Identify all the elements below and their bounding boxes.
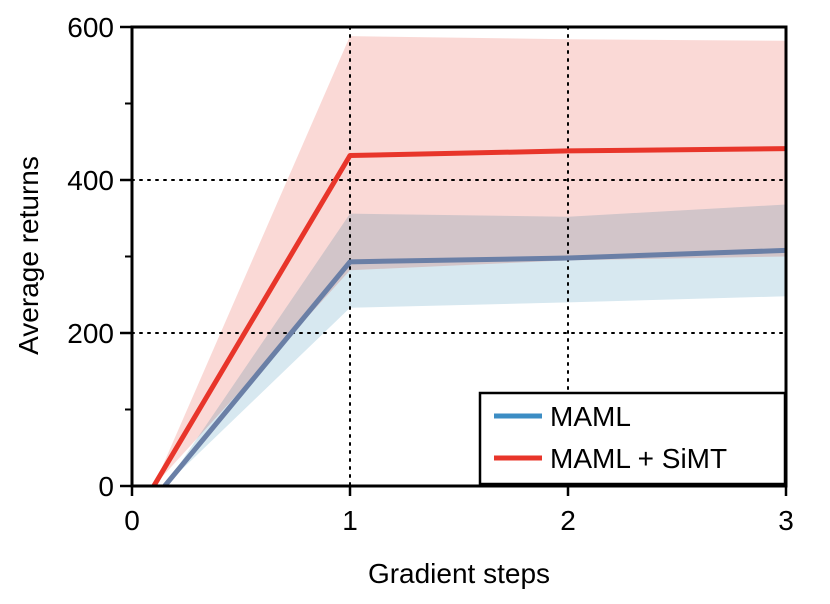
x-tick-label-1: 1 — [342, 505, 358, 536]
y-axis-label: Average returns — [13, 156, 44, 355]
legend-label-maml: MAML — [550, 401, 631, 432]
x-tick-label-2: 2 — [560, 505, 576, 536]
y-tick-label-0: 0 — [98, 471, 114, 502]
grid-lines — [131, 26, 787, 487]
legend-box — [478, 391, 787, 486]
y-tick-label-200: 200 — [67, 318, 114, 349]
y-tick-label-600: 600 — [67, 12, 114, 43]
x-axis-label: Gradient steps — [368, 558, 550, 589]
legend: MAML MAML + SiMT — [478, 391, 787, 486]
legend-label-maml-simt: MAML + SiMT — [550, 443, 727, 474]
line-maml — [162, 247, 786, 486]
series-lines — [151, 146, 786, 486]
tick-labels: 0 1 2 3 0 200 400 600 — [67, 12, 794, 536]
axis-ticks — [120, 25, 788, 496]
line-maml-simt — [151, 146, 786, 486]
y-tick-label-400: 400 — [67, 165, 114, 196]
x-tick-label-0: 0 — [124, 505, 140, 536]
x-tick-label-3: 3 — [778, 505, 794, 536]
